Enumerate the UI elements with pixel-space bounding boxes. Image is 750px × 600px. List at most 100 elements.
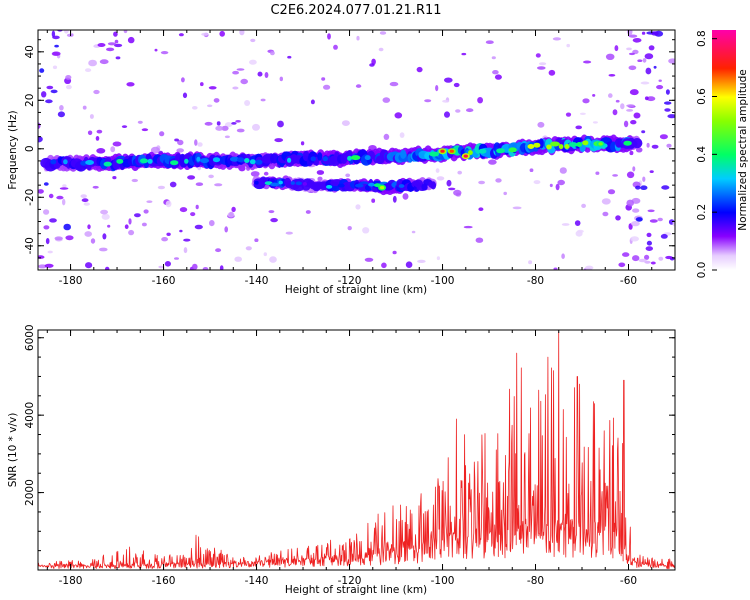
noise-blob bbox=[38, 264, 47, 269]
band-core bbox=[302, 182, 307, 186]
noise-blob bbox=[41, 91, 47, 98]
spectrogram-y-ticks: -40 -20 0 20 40 bbox=[24, 39, 675, 271]
noise-blob bbox=[477, 97, 483, 104]
noise-blob bbox=[592, 94, 596, 97]
snr-y-ticks: 2000 4000 6000 bbox=[24, 324, 675, 552]
noise-blob bbox=[491, 56, 496, 60]
noise-blob bbox=[177, 139, 184, 146]
noise-blob bbox=[583, 60, 592, 64]
noise-blob bbox=[659, 134, 668, 140]
noise-blob bbox=[626, 104, 635, 108]
noise-blob bbox=[93, 89, 100, 95]
noise-blob bbox=[224, 135, 230, 139]
noise-blob bbox=[194, 224, 203, 230]
noise-blob bbox=[45, 99, 53, 104]
noise-blob bbox=[97, 43, 106, 47]
band-blob bbox=[400, 149, 407, 159]
band-core bbox=[50, 159, 57, 165]
band-core bbox=[244, 158, 250, 163]
noise-blob bbox=[204, 121, 213, 126]
noise-blob bbox=[44, 263, 54, 268]
noise-blob bbox=[110, 146, 116, 153]
noise-blob bbox=[285, 231, 293, 235]
noise-blob bbox=[38, 136, 43, 143]
noise-blob bbox=[300, 141, 305, 146]
noise-blob bbox=[417, 259, 426, 263]
x-tick-label: -100 bbox=[431, 575, 455, 587]
noise-blob bbox=[333, 44, 338, 50]
noise-blob bbox=[642, 176, 646, 182]
y-tick-label: 2000 bbox=[24, 479, 36, 506]
noise-blob bbox=[555, 183, 560, 191]
noise-blob bbox=[43, 209, 50, 215]
noise-blob bbox=[88, 59, 97, 67]
band-blob bbox=[430, 181, 437, 190]
x-tick-label: -100 bbox=[431, 275, 455, 287]
noise-blob bbox=[608, 93, 613, 98]
noise-blob bbox=[615, 215, 621, 221]
x-tick-label: -60 bbox=[620, 275, 637, 287]
noise-blob bbox=[96, 129, 103, 134]
noise-blob bbox=[45, 238, 50, 245]
noise-blob bbox=[466, 108, 474, 113]
noise-blob bbox=[444, 111, 450, 118]
noise-blob bbox=[83, 202, 90, 206]
noise-blob bbox=[602, 211, 609, 217]
colorbar: 0.0 0.2 0.4 0.6 0.8 Normalized spectral ampl… bbox=[696, 30, 749, 278]
noise-blob bbox=[51, 30, 56, 38]
noise-blob bbox=[141, 222, 147, 227]
noise-blob bbox=[114, 39, 119, 44]
noise-blob bbox=[236, 128, 245, 133]
hotspot bbox=[463, 154, 468, 158]
spectrogram-x-ticks: -180 -160 -140 -120 -100 -80 -60 bbox=[46, 30, 676, 287]
noise-blob bbox=[626, 199, 634, 207]
noise-blob bbox=[632, 208, 640, 213]
band-core bbox=[558, 144, 564, 150]
noise-blob bbox=[605, 53, 615, 60]
noise-blob bbox=[126, 82, 135, 87]
noise-blob bbox=[383, 133, 390, 140]
chart-title: C2E6.2024.077.01.21.R11 bbox=[270, 3, 441, 18]
noise-blob bbox=[435, 168, 440, 173]
noise-blob bbox=[559, 167, 567, 174]
noise-blob bbox=[424, 99, 432, 103]
noise-blob bbox=[123, 30, 128, 34]
y-tick-label: -40 bbox=[24, 237, 36, 254]
noise-blob bbox=[622, 252, 630, 257]
noise-blob bbox=[453, 82, 460, 88]
band-blob bbox=[317, 152, 323, 161]
noise-blob bbox=[208, 174, 214, 179]
y-tick-label: 40 bbox=[24, 45, 36, 58]
noise-blob bbox=[640, 81, 650, 85]
noise-blob bbox=[137, 120, 143, 124]
noise-blob bbox=[95, 136, 100, 141]
noise-blob bbox=[455, 109, 461, 113]
noise-blob bbox=[651, 31, 659, 36]
noise-blob bbox=[628, 34, 638, 38]
noise-blob bbox=[215, 125, 224, 131]
noise-blob bbox=[112, 141, 122, 147]
noise-blob bbox=[231, 206, 236, 213]
noise-blob bbox=[321, 77, 326, 81]
noise-blob bbox=[239, 30, 245, 36]
noise-blob bbox=[461, 52, 467, 56]
noise-blob bbox=[327, 33, 331, 40]
noise-blob bbox=[552, 37, 562, 41]
noise-blob bbox=[190, 212, 196, 217]
x-tick-label: -180 bbox=[59, 575, 83, 587]
noise-blob bbox=[632, 255, 640, 262]
band-core bbox=[468, 150, 473, 156]
noise-blob bbox=[575, 125, 582, 130]
noise-blob bbox=[192, 263, 198, 270]
noise-blob bbox=[62, 184, 67, 188]
band-core bbox=[576, 142, 583, 147]
noise-blob bbox=[628, 65, 637, 71]
noise-blob bbox=[47, 250, 53, 254]
band-core bbox=[326, 185, 333, 189]
noise-blob bbox=[645, 67, 652, 75]
noise-blob bbox=[444, 77, 453, 83]
noise-blob bbox=[46, 85, 54, 90]
noise-blob bbox=[250, 171, 260, 177]
noise-blob bbox=[305, 210, 311, 214]
